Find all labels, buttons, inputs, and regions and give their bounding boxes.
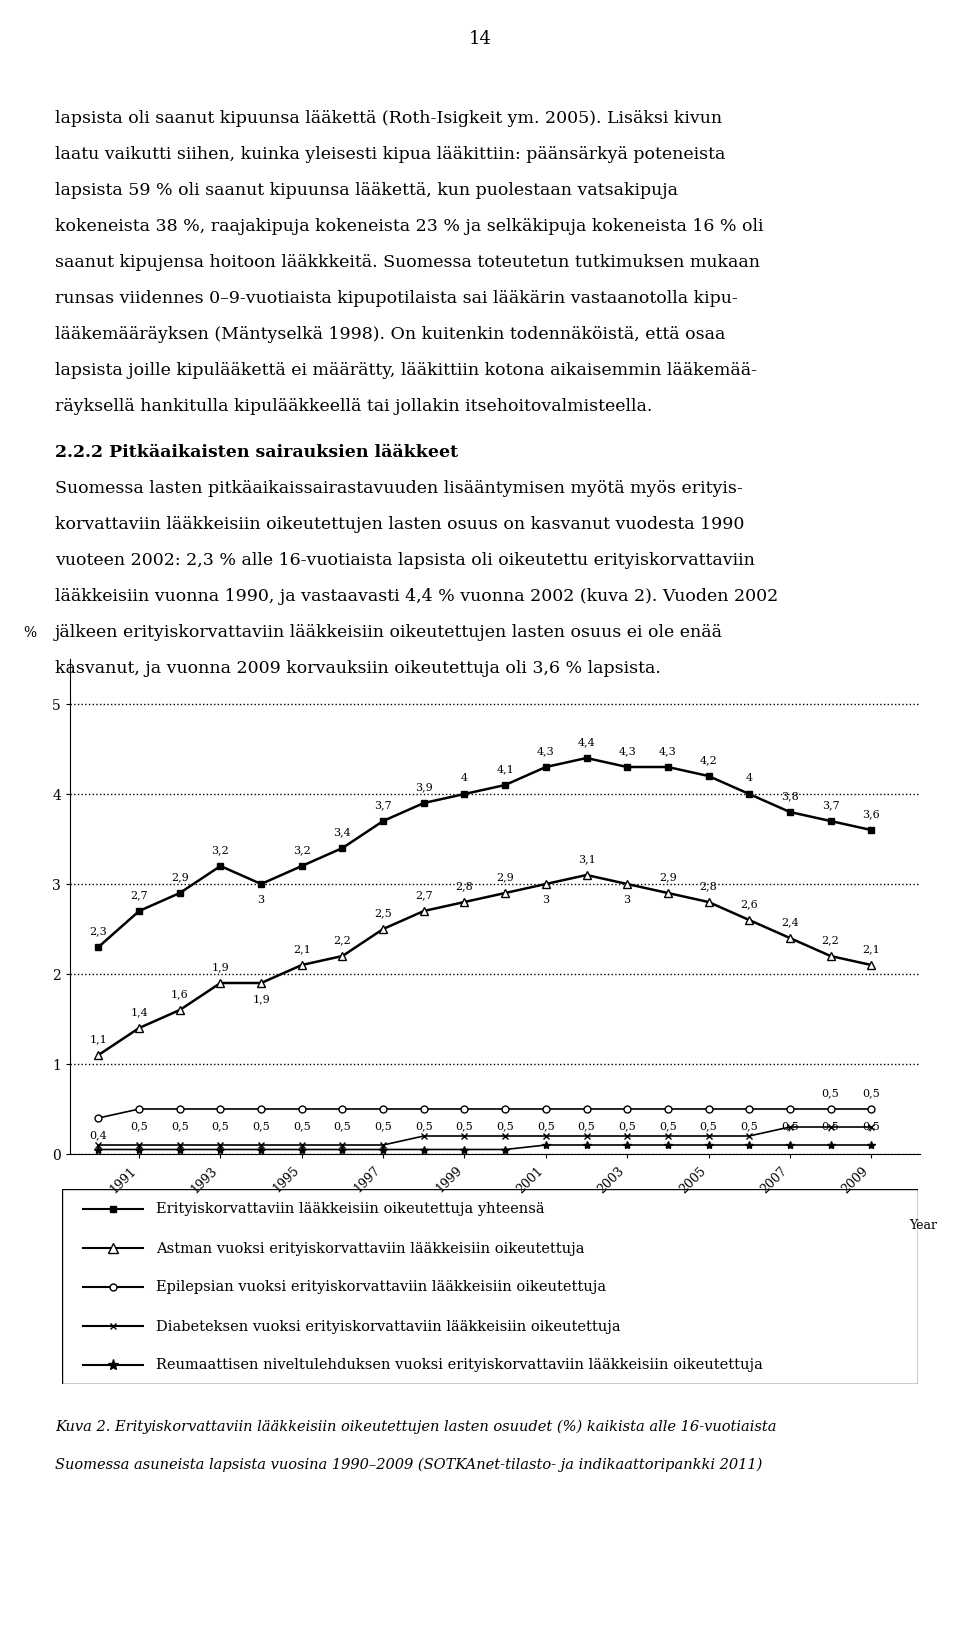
Text: 3,4: 3,4	[334, 827, 351, 837]
Text: runsas viidennes 0–9-vuotiaista kipupotilaista sai lääkärin vastaanotolla kipu-: runsas viidennes 0–9-vuotiaista kipupoti…	[55, 290, 737, 307]
Text: 3,2: 3,2	[211, 845, 229, 855]
Text: 0,5: 0,5	[415, 1120, 433, 1129]
Text: lääkkeisiin vuonna 1990, ja vastaavasti 4,4 % vuonna 2002 (kuva 2). Vuoden 2002: lääkkeisiin vuonna 1990, ja vastaavasti …	[55, 588, 779, 604]
Text: 2,7: 2,7	[415, 889, 433, 899]
Text: 2,9: 2,9	[496, 871, 514, 881]
Text: 1,9: 1,9	[211, 961, 229, 971]
Text: 3,1: 3,1	[578, 854, 595, 863]
Text: 0,5: 0,5	[252, 1120, 270, 1129]
Text: 4,4: 4,4	[578, 738, 595, 747]
Text: 3,7: 3,7	[374, 800, 392, 809]
Text: 2,8: 2,8	[700, 881, 717, 891]
Text: 0,5: 0,5	[781, 1120, 799, 1129]
Text: 2,9: 2,9	[659, 871, 677, 881]
Text: 0,5: 0,5	[700, 1120, 717, 1129]
Text: 2.2.2 Pitkäaikaisten sairauksien lääkkeet: 2.2.2 Pitkäaikaisten sairauksien lääkkee…	[55, 444, 458, 460]
Text: 2,1: 2,1	[862, 943, 880, 953]
Text: 0,5: 0,5	[822, 1120, 839, 1129]
Text: 0,5: 0,5	[822, 1087, 839, 1098]
Text: 0,5: 0,5	[537, 1120, 555, 1129]
Text: 4: 4	[746, 774, 753, 783]
Text: 1,9: 1,9	[252, 994, 270, 1004]
Text: 3: 3	[257, 894, 265, 904]
Text: 0,5: 0,5	[374, 1120, 392, 1129]
Text: 4,3: 4,3	[618, 746, 636, 756]
Text: 1,1: 1,1	[89, 1033, 108, 1043]
Text: kokeneista 38 %, raajakipuja kokeneista 23 % ja selkäkipuja kokeneista 16 % oli: kokeneista 38 %, raajakipuja kokeneista …	[55, 217, 763, 235]
Text: 1,4: 1,4	[131, 1007, 148, 1017]
Text: 2,1: 2,1	[293, 943, 311, 953]
Text: 1,6: 1,6	[171, 989, 189, 999]
Text: Erityiskorvattaviin lääkkeisiin oikeutettuja yhteensä: Erityiskorvattaviin lääkkeisiin oikeutet…	[156, 1201, 544, 1216]
Text: Astman vuoksi erityiskorvattaviin lääkkeisiin oikeutettuja: Astman vuoksi erityiskorvattaviin lääkke…	[156, 1240, 585, 1255]
Text: 4,3: 4,3	[659, 746, 677, 756]
Text: Epilepsian vuoksi erityiskorvattaviin lääkkeisiin oikeutettuja: Epilepsian vuoksi erityiskorvattaviin lä…	[156, 1279, 607, 1294]
Text: Reumaattisen niveltulehduksen vuoksi erityiskorvattaviin lääkkeisiin oikeutettuj: Reumaattisen niveltulehduksen vuoksi eri…	[156, 1358, 763, 1371]
Text: 2,8: 2,8	[456, 881, 473, 891]
Text: 0,5: 0,5	[862, 1120, 880, 1129]
Text: 14: 14	[468, 29, 492, 47]
Text: %: %	[23, 625, 36, 640]
Text: saanut kipujensa hoitoon lääkkkeitä. Suomessa toteutetun tutkimuksen mukaan: saanut kipujensa hoitoon lääkkkeitä. Suo…	[55, 255, 760, 271]
Text: Diabeteksen vuoksi erityiskorvattaviin lääkkeisiin oikeutettuja: Diabeteksen vuoksi erityiskorvattaviin l…	[156, 1319, 621, 1333]
Text: 0,5: 0,5	[131, 1120, 148, 1129]
Text: 2,4: 2,4	[781, 917, 799, 927]
Text: 4,3: 4,3	[537, 746, 555, 756]
Text: 0,5: 0,5	[293, 1120, 311, 1129]
Text: räyksellä hankitulla kipulääkkeellä tai jollakin itsehoitovalmisteella.: räyksellä hankitulla kipulääkkeellä tai …	[55, 398, 653, 415]
Text: kasvanut, ja vuonna 2009 korvauksiin oikeutettuja oli 3,6 % lapsista.: kasvanut, ja vuonna 2009 korvauksiin oik…	[55, 659, 660, 677]
Text: 0,5: 0,5	[334, 1120, 351, 1129]
Text: lapsista oli saanut kipuunsa lääkettä (Roth-Isigkeit ym. 2005). Lisäksi kivun: lapsista oli saanut kipuunsa lääkettä (R…	[55, 109, 722, 127]
Text: 3: 3	[542, 894, 549, 904]
Text: 0,5: 0,5	[211, 1120, 229, 1129]
Text: 3,7: 3,7	[822, 800, 839, 809]
Text: 3,8: 3,8	[781, 792, 799, 801]
Text: 0,5: 0,5	[456, 1120, 473, 1129]
Text: Suomessa lasten pitkäaikaissairastavuuden lisääntymisen myötä myös erityis-: Suomessa lasten pitkäaikaissairastavuude…	[55, 480, 743, 496]
Text: lapsista joille kipulääkettä ei määrätty, lääkittiin kotona aikaisemmin lääkemää: lapsista joille kipulääkettä ei määrätty…	[55, 362, 757, 379]
Text: korvattaviin lääkkeisiin oikeutettujen lasten osuus on kasvanut vuodesta 1990: korvattaviin lääkkeisiin oikeutettujen l…	[55, 516, 744, 532]
Text: 3,6: 3,6	[862, 809, 880, 819]
Text: jälkeen erityiskorvattaviin lääkkeisiin oikeutettujen lasten osuus ei ole enää: jälkeen erityiskorvattaviin lääkkeisiin …	[55, 623, 723, 641]
Text: 0,5: 0,5	[740, 1120, 758, 1129]
Text: 3: 3	[624, 894, 631, 904]
Text: lapsista 59 % oli saanut kipuunsa lääkettä, kun puolestaan vatsakipuja: lapsista 59 % oli saanut kipuunsa lääket…	[55, 181, 678, 199]
Text: 0,5: 0,5	[659, 1120, 677, 1129]
Text: 3,2: 3,2	[293, 845, 311, 855]
Text: 2,2: 2,2	[334, 935, 351, 945]
Text: Kuva 2. Erityiskorvattaviin lääkkeisiin oikeutettujen lasten osuudet (%) kaikist: Kuva 2. Erityiskorvattaviin lääkkeisiin …	[55, 1420, 777, 1433]
Text: Year: Year	[909, 1219, 937, 1232]
Text: 2,2: 2,2	[822, 935, 839, 945]
Text: 0,5: 0,5	[618, 1120, 636, 1129]
Text: 2,9: 2,9	[171, 871, 189, 881]
Text: vuoteen 2002: 2,3 % alle 16-vuotiaista lapsista oli oikeutettu erityiskorvattavi: vuoteen 2002: 2,3 % alle 16-vuotiaista l…	[55, 552, 755, 568]
Text: 0,5: 0,5	[862, 1087, 880, 1098]
Text: 4,2: 4,2	[700, 756, 717, 765]
Text: laatu vaikutti siihen, kuinka yleisesti kipua lääkittiin: päänsärkyä poteneista: laatu vaikutti siihen, kuinka yleisesti …	[55, 145, 726, 163]
Text: lääkemääräyksen (Mäntyselkä 1998). On kuitenkin todennäköistä, että osaa: lääkemääräyksen (Mäntyselkä 1998). On ku…	[55, 326, 726, 343]
Text: 2,3: 2,3	[89, 925, 108, 935]
Text: 0,5: 0,5	[496, 1120, 514, 1129]
Text: 4,1: 4,1	[496, 764, 514, 774]
Text: 2,7: 2,7	[131, 889, 148, 899]
Text: 2,6: 2,6	[740, 899, 758, 909]
Text: 3,9: 3,9	[415, 782, 433, 792]
Text: 0,4: 0,4	[89, 1129, 108, 1139]
Text: 0,5: 0,5	[578, 1120, 595, 1129]
Text: 0,5: 0,5	[171, 1120, 189, 1129]
Text: Suomessa asuneista lapsista vuosina 1990–2009 (SOTKAnet-tilasto- ja indikaattori: Suomessa asuneista lapsista vuosina 1990…	[55, 1457, 762, 1472]
Text: 4: 4	[461, 774, 468, 783]
Text: 2,5: 2,5	[374, 907, 392, 917]
